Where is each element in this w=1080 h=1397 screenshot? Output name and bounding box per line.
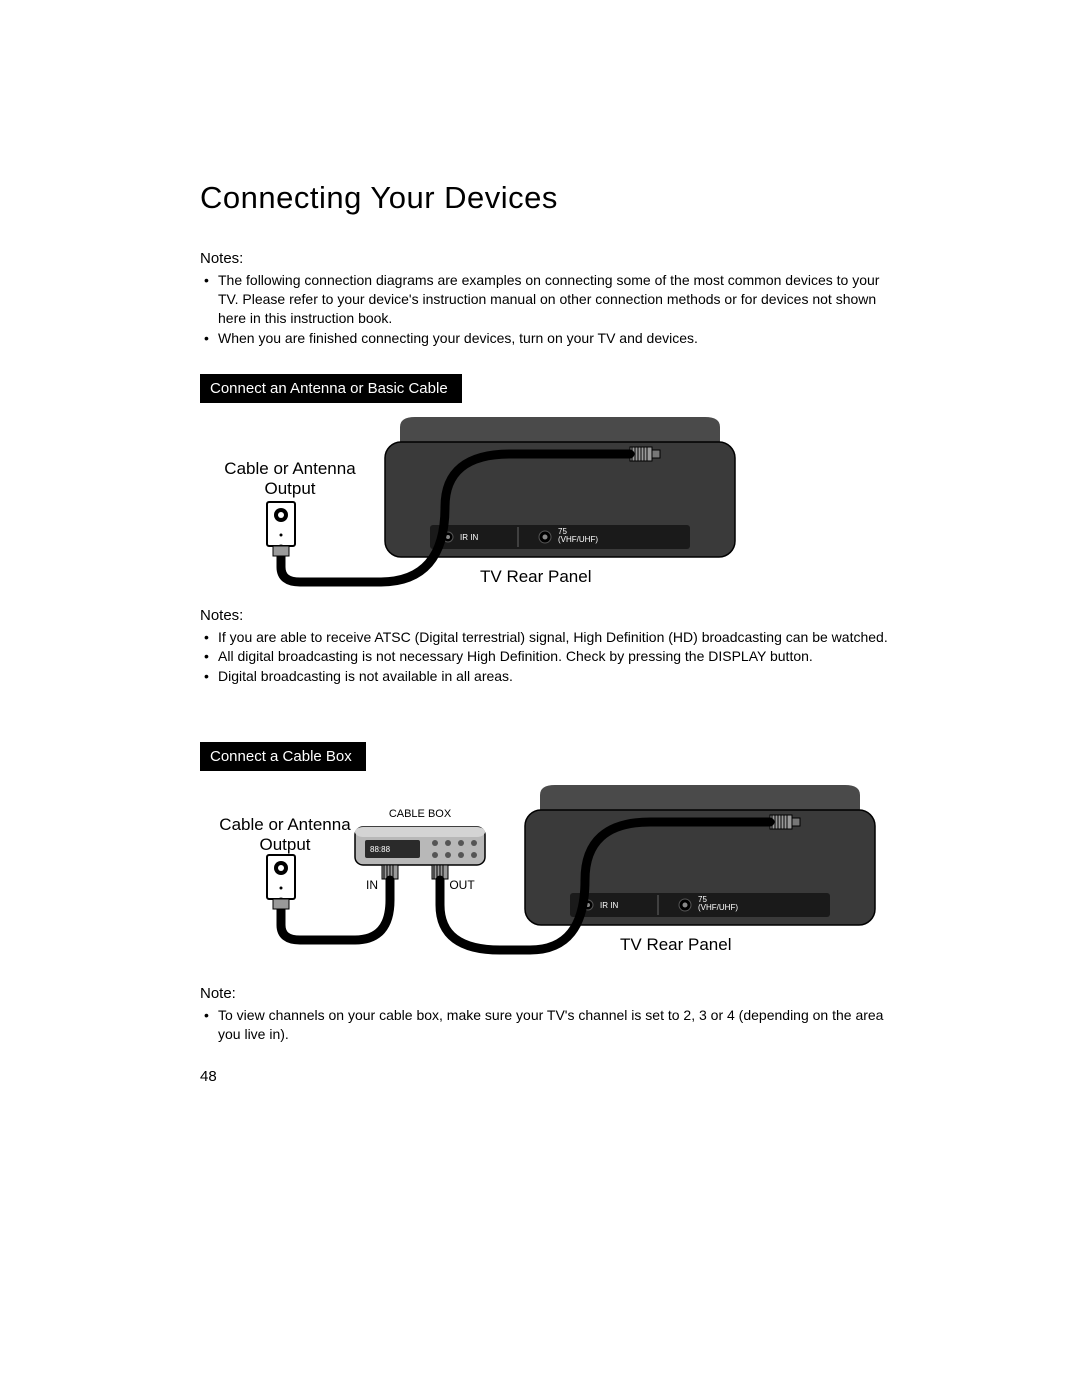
svg-text:(VHF/UHF): (VHF/UHF) (558, 535, 598, 544)
diagram2-panel-caption: TV Rear Panel (620, 935, 732, 955)
s2-note-1: To view channels on your cable box, make… (200, 1006, 890, 1044)
tv-rear-panel-icon-2: IR IN 75 (VHF/UHF) (525, 785, 875, 925)
diagram2-left-label: Cable or AntennaOutput (205, 815, 365, 855)
section2-heading: Connect a Cable Box (200, 742, 366, 771)
intro-note-1: The following connection diagrams are ex… (200, 271, 890, 328)
svg-text:IR IN: IR IN (600, 901, 618, 910)
section2-note-label: Note: (200, 985, 890, 1002)
diagram-cablebox: IR IN 75 (VHF/UHF) 88:88 (200, 785, 890, 985)
svg-text:OUT: OUT (449, 878, 475, 892)
wallplate-icon (267, 502, 295, 546)
diagram1-left-label: Cable or AntennaOutput (210, 459, 370, 499)
diagram1-panel-caption: TV Rear Panel (480, 567, 592, 587)
intro-notes-list: The following connection diagrams are ex… (200, 271, 890, 348)
svg-text:IN: IN (366, 878, 378, 892)
section1-notes-list: If you are able to receive ATSC (Digital… (200, 628, 890, 687)
s1-note-1: If you are able to receive ATSC (Digital… (200, 628, 890, 647)
wallplate-icon-2 (267, 855, 295, 899)
intro-note-2: When you are finished connecting your de… (200, 329, 890, 348)
section1-heading: Connect an Antenna or Basic Cable (200, 374, 462, 403)
diagram-antenna: IR IN 75 (VHF/UHF) (200, 417, 890, 607)
section2-notes-list: To view channels on your cable box, make… (200, 1006, 890, 1044)
svg-text:CABLE BOX: CABLE BOX (389, 808, 452, 820)
section1-notes-label: Notes: (200, 607, 890, 624)
svg-text:(VHF/UHF): (VHF/UHF) (698, 903, 738, 912)
s1-note-2: All digital broadcasting is not necessar… (200, 647, 890, 666)
page-title: Connecting Your Devices (200, 180, 890, 216)
page-number: 48 (200, 1068, 217, 1085)
intro-notes-label: Notes: (200, 250, 890, 267)
svg-text:IR IN: IR IN (460, 533, 478, 542)
s1-note-3: Digital broadcasting is not available in… (200, 667, 890, 686)
cablebox-icon: 88:88 (355, 827, 485, 879)
svg-text:88:88: 88:88 (370, 845, 391, 854)
